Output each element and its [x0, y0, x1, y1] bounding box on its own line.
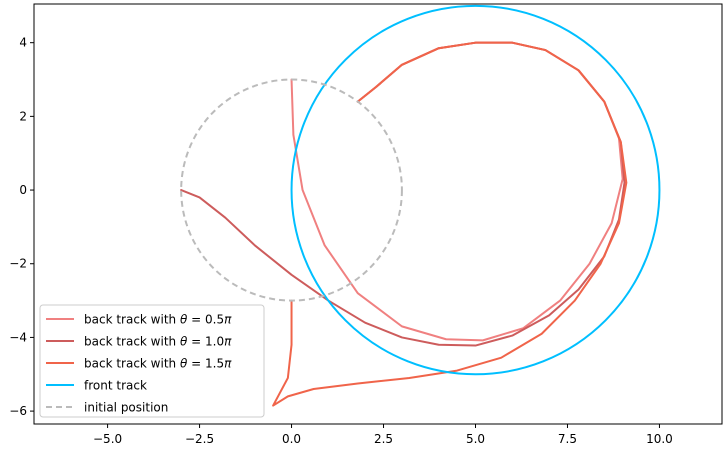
- y-axis: 4 2 0 −2 −4 −6: [9, 36, 34, 418]
- x-tick-label: 0.0: [282, 432, 301, 446]
- legend-label-value: 0.5: [205, 313, 224, 327]
- legend-label-pi: π: [224, 357, 232, 371]
- legend-label-eq: =: [187, 335, 205, 349]
- series-front-track-line: [290, 4, 661, 376]
- x-tick-label: −5.0: [93, 432, 122, 446]
- legend-label-eq: =: [187, 313, 205, 327]
- x-tick-label: 7.5: [558, 432, 577, 446]
- legend-label-theta: θ: [180, 357, 188, 371]
- series-layer: [180, 4, 661, 407]
- legend-label: back track with θ = 0.5π: [84, 313, 232, 327]
- legend-label-prefix: initial position: [84, 401, 168, 415]
- legend-label: front track: [84, 379, 147, 393]
- legend-item: front track: [46, 379, 147, 393]
- legend-label-value: 1.0: [205, 335, 224, 349]
- y-tick-label: −2: [9, 257, 27, 271]
- series-initial-position-line: [180, 78, 403, 302]
- y-tick-label: −6: [9, 404, 27, 418]
- y-tick-label: −4: [9, 330, 27, 344]
- x-tick-label: −2.5: [185, 432, 214, 446]
- legend-label-pi: π: [224, 313, 232, 327]
- legend-label-prefix: back track with: [84, 335, 180, 349]
- legend-label-eq: =: [187, 357, 205, 371]
- legend-label-prefix: back track with: [84, 357, 180, 371]
- legend-label: back track with θ = 1.0π: [84, 335, 232, 349]
- y-tick-label: 4: [19, 36, 27, 50]
- x-axis: −5.0 −2.5 0.0 2.5 5.0 7.5 10.0: [93, 424, 673, 446]
- y-tick-label: 0: [19, 183, 27, 197]
- legend-label-theta: θ: [180, 335, 188, 349]
- legend-label: initial position: [84, 401, 168, 415]
- legend-label-prefix: back track with: [84, 313, 180, 327]
- x-tick-label: 2.5: [374, 432, 393, 446]
- legend-item: back track with θ = 1.0π: [46, 335, 232, 349]
- legend-label-pi: π: [224, 335, 232, 349]
- x-tick-label: 5.0: [466, 432, 485, 446]
- y-tick-label: 2: [19, 109, 27, 123]
- legend-label-prefix: front track: [84, 379, 147, 393]
- x-tick-label: 10.0: [646, 432, 673, 446]
- legend-item: initial position: [46, 401, 168, 415]
- legend-box: [39, 304, 265, 418]
- legend-label: back track with θ = 1.5π: [84, 357, 232, 371]
- axes-border: [33, 3, 723, 425]
- legend-label-value: 1.5: [205, 357, 224, 371]
- legend-item: back track with θ = 1.5π: [46, 357, 232, 371]
- legend-item: back track with θ = 0.5π: [46, 313, 232, 327]
- legend-label-theta: θ: [180, 313, 188, 327]
- series-back-track-with-1-5-line: [272, 41, 628, 407]
